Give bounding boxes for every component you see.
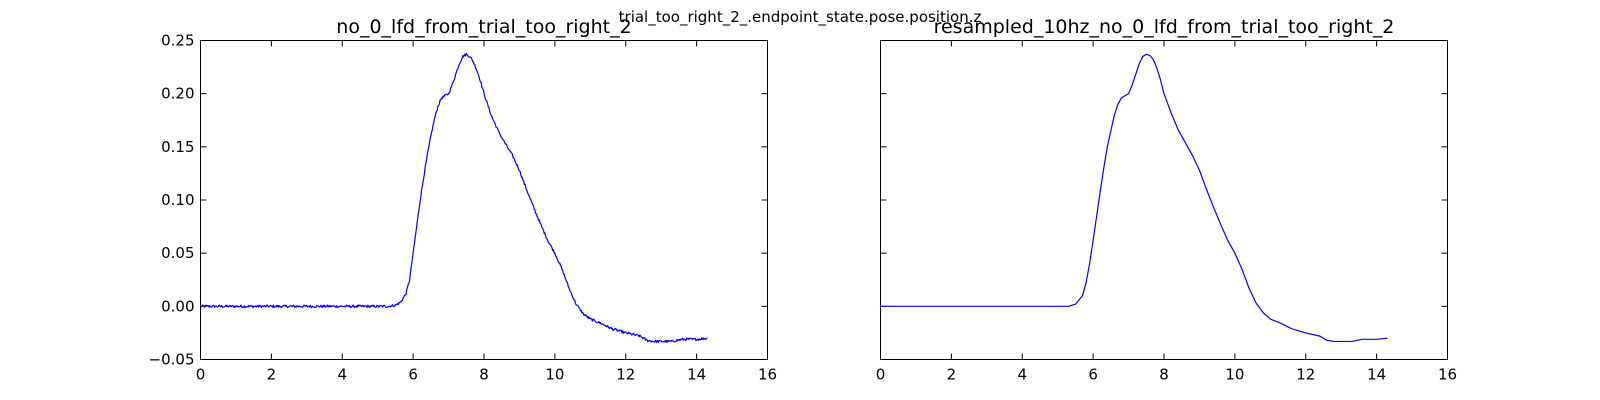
left-plot-x-tick-label: 10 [545,366,564,384]
left-plot-x-tick-label: 16 [758,366,777,384]
left-plot-x-tick-label: 12 [616,366,635,384]
left-plot-x-tick-label: 14 [687,366,706,384]
right-plot-series [880,53,1388,343]
left-plot-x-tick-label: 4 [337,366,347,384]
left-plot-series [200,53,708,344]
left-plot-x-tick-label: 6 [408,366,418,384]
left-plot-y-tick-label: 0.00 [161,297,194,315]
right-plot-axes: 0 2 4 6 8 10 12 14 16 resampled_10hz_no_0_lfd_fr… [876,16,1457,384]
right-plot-x-tick-label: 2 [947,366,957,384]
left-plot-x-tick-label: 8 [479,366,489,384]
left-plot-series-line [200,53,708,344]
right-plot-x-tick-label: 4 [1017,366,1027,384]
right-plot-x-tick-label: 12 [1296,366,1315,384]
left-plot-x-ticks: 0 2 4 6 8 10 12 14 16 [196,40,777,384]
right-plot-x-tick-label: 0 [876,366,886,384]
right-plot-x-tick-label: 6 [1088,366,1098,384]
left-plot-y-tick-label: 0.25 [161,32,194,50]
right-plot-x-tick-label: 10 [1225,366,1244,384]
left-plot-y-tick-label: 0.10 [161,191,194,209]
left-plot-y-ticks: −0.05 0.00 0.05 0.10 0.15 0.20 0.25 [149,32,768,369]
left-plot-x-tick-label: 0 [196,366,206,384]
left-plot-title: no_0_lfd_from_trial_too_right_2 [336,16,631,38]
figure-suptitle: trial_too_right_2_.endpoint_state.pose.p… [619,8,982,27]
right-plot-x-tick-label: 8 [1159,366,1169,384]
right-plot-x-tick-label: 14 [1367,366,1386,384]
right-plot-title: resampled_10hz_no_0_lfd_from_trial_too_r… [934,16,1395,38]
right-plot-x-ticks: 0 2 4 6 8 10 12 14 16 [876,40,1457,384]
left-plot-axes: 0 2 4 6 8 10 12 14 16 −0.050.000.050.100.150.200… [149,16,778,384]
left-plot-x-tick-label: 2 [267,366,277,384]
left-plot-frame [200,40,768,360]
right-plot-frame [880,40,1448,360]
left-plot-y-tick-label: 0.15 [161,138,194,156]
left-plot-y-tick-label: 0.20 [161,85,194,103]
right-plot-series-line [880,53,1388,343]
right-plot-x-tick-label: 16 [1438,366,1457,384]
right-plot-y-ticks [880,40,1448,360]
left-plot-y-tick-label: −0.05 [149,351,195,369]
left-plot-y-tick-label: 0.05 [161,244,194,262]
